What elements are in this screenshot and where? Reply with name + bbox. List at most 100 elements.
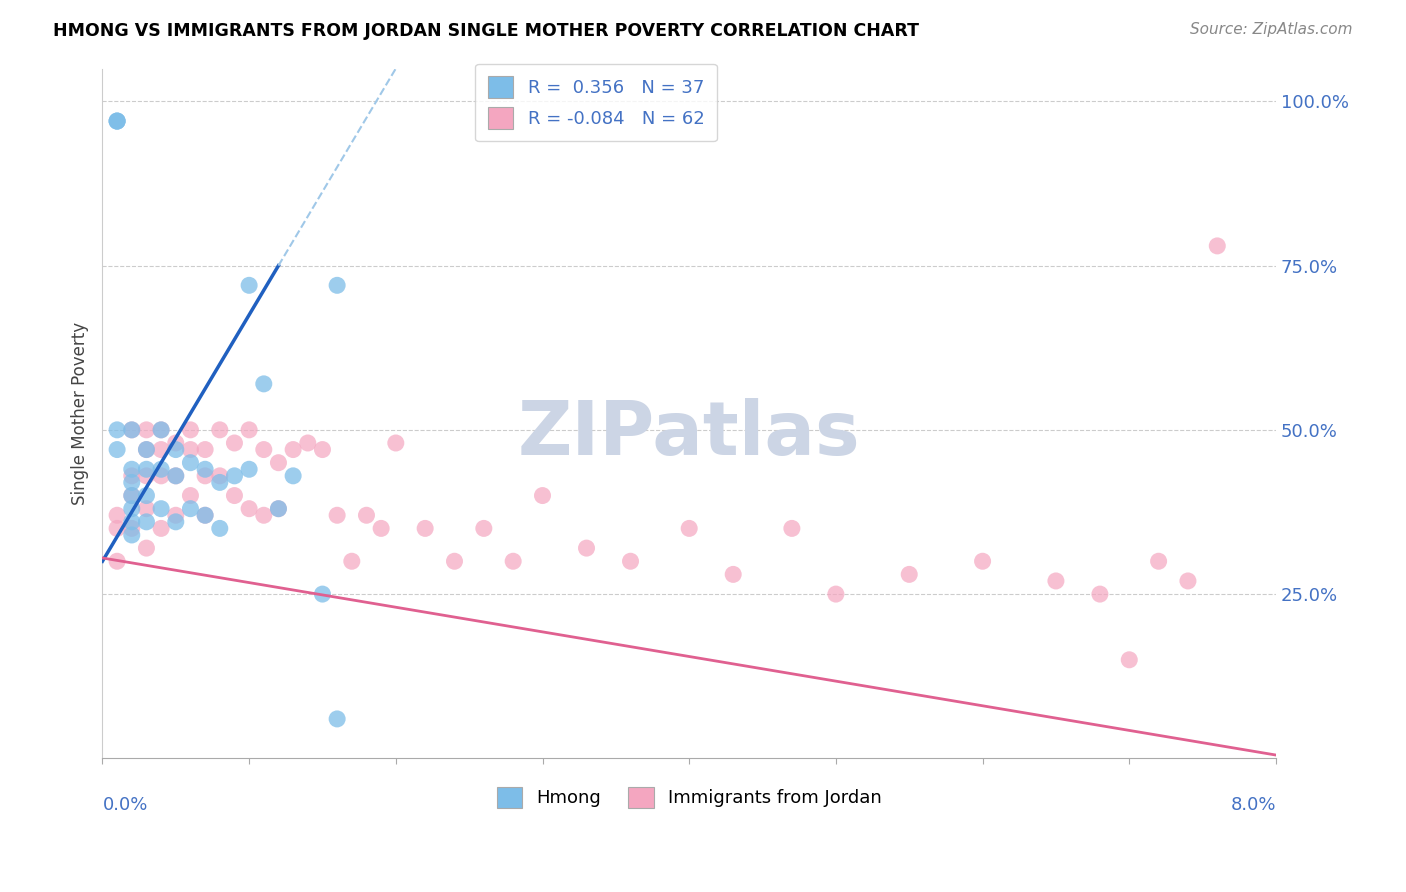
- Point: [721, 567, 744, 582]
- Point: [179, 489, 201, 503]
- Point: [135, 541, 157, 555]
- Point: [105, 114, 128, 128]
- Point: [105, 554, 128, 568]
- Point: [502, 554, 524, 568]
- Point: [972, 554, 994, 568]
- Point: [326, 278, 349, 293]
- Point: [105, 442, 128, 457]
- Point: [326, 712, 349, 726]
- Point: [531, 489, 554, 503]
- Point: [150, 521, 173, 535]
- Point: [443, 554, 465, 568]
- Point: [340, 554, 363, 568]
- Point: [619, 554, 641, 568]
- Point: [135, 442, 157, 457]
- Point: [165, 468, 187, 483]
- Point: [208, 521, 231, 535]
- Point: [326, 508, 349, 523]
- Point: [208, 468, 231, 483]
- Point: [121, 475, 143, 490]
- Point: [194, 508, 217, 523]
- Point: [1147, 554, 1170, 568]
- Point: [150, 462, 173, 476]
- Point: [121, 521, 143, 535]
- Point: [135, 442, 157, 457]
- Point: [281, 442, 304, 457]
- Point: [898, 567, 921, 582]
- Point: [105, 114, 128, 128]
- Point: [267, 456, 290, 470]
- Point: [297, 436, 319, 450]
- Point: [413, 521, 436, 535]
- Point: [121, 489, 143, 503]
- Point: [370, 521, 392, 535]
- Point: [311, 587, 333, 601]
- Point: [150, 468, 173, 483]
- Point: [356, 508, 378, 523]
- Point: [135, 515, 157, 529]
- Point: [105, 114, 128, 128]
- Point: [105, 423, 128, 437]
- Point: [224, 436, 246, 450]
- Point: [267, 501, 290, 516]
- Point: [194, 462, 217, 476]
- Point: [121, 423, 143, 437]
- Point: [224, 468, 246, 483]
- Point: [224, 489, 246, 503]
- Text: HMONG VS IMMIGRANTS FROM JORDAN SINGLE MOTHER POVERTY CORRELATION CHART: HMONG VS IMMIGRANTS FROM JORDAN SINGLE M…: [53, 22, 920, 40]
- Point: [253, 376, 276, 391]
- Point: [385, 436, 408, 450]
- Point: [165, 468, 187, 483]
- Point: [121, 462, 143, 476]
- Point: [194, 468, 217, 483]
- Text: Source: ZipAtlas.com: Source: ZipAtlas.com: [1189, 22, 1353, 37]
- Point: [165, 436, 187, 450]
- Point: [135, 468, 157, 483]
- Point: [253, 508, 276, 523]
- Point: [121, 423, 143, 437]
- Point: [135, 501, 157, 516]
- Point: [238, 423, 260, 437]
- Point: [121, 489, 143, 503]
- Point: [575, 541, 598, 555]
- Point: [1088, 587, 1111, 601]
- Point: [179, 456, 201, 470]
- Text: ZIPatlas: ZIPatlas: [517, 398, 860, 471]
- Point: [121, 515, 143, 529]
- Point: [179, 423, 201, 437]
- Point: [1177, 574, 1199, 588]
- Point: [135, 423, 157, 437]
- Point: [105, 508, 128, 523]
- Y-axis label: Single Mother Poverty: Single Mother Poverty: [72, 322, 89, 505]
- Point: [780, 521, 803, 535]
- Point: [1206, 239, 1229, 253]
- Point: [194, 442, 217, 457]
- Point: [121, 468, 143, 483]
- Point: [472, 521, 495, 535]
- Point: [121, 528, 143, 542]
- Point: [179, 442, 201, 457]
- Point: [135, 462, 157, 476]
- Point: [208, 475, 231, 490]
- Point: [105, 521, 128, 535]
- Point: [208, 423, 231, 437]
- Point: [267, 501, 290, 516]
- Text: 8.0%: 8.0%: [1230, 797, 1277, 814]
- Point: [238, 462, 260, 476]
- Point: [194, 508, 217, 523]
- Point: [238, 501, 260, 516]
- Point: [1118, 653, 1140, 667]
- Point: [253, 442, 276, 457]
- Point: [238, 278, 260, 293]
- Point: [165, 508, 187, 523]
- Point: [825, 587, 848, 601]
- Legend: Hmong, Immigrants from Jordan: Hmong, Immigrants from Jordan: [489, 780, 889, 815]
- Point: [150, 423, 173, 437]
- Text: 0.0%: 0.0%: [103, 797, 148, 814]
- Point: [150, 442, 173, 457]
- Point: [165, 442, 187, 457]
- Point: [1045, 574, 1067, 588]
- Point: [150, 423, 173, 437]
- Point: [135, 489, 157, 503]
- Point: [281, 468, 304, 483]
